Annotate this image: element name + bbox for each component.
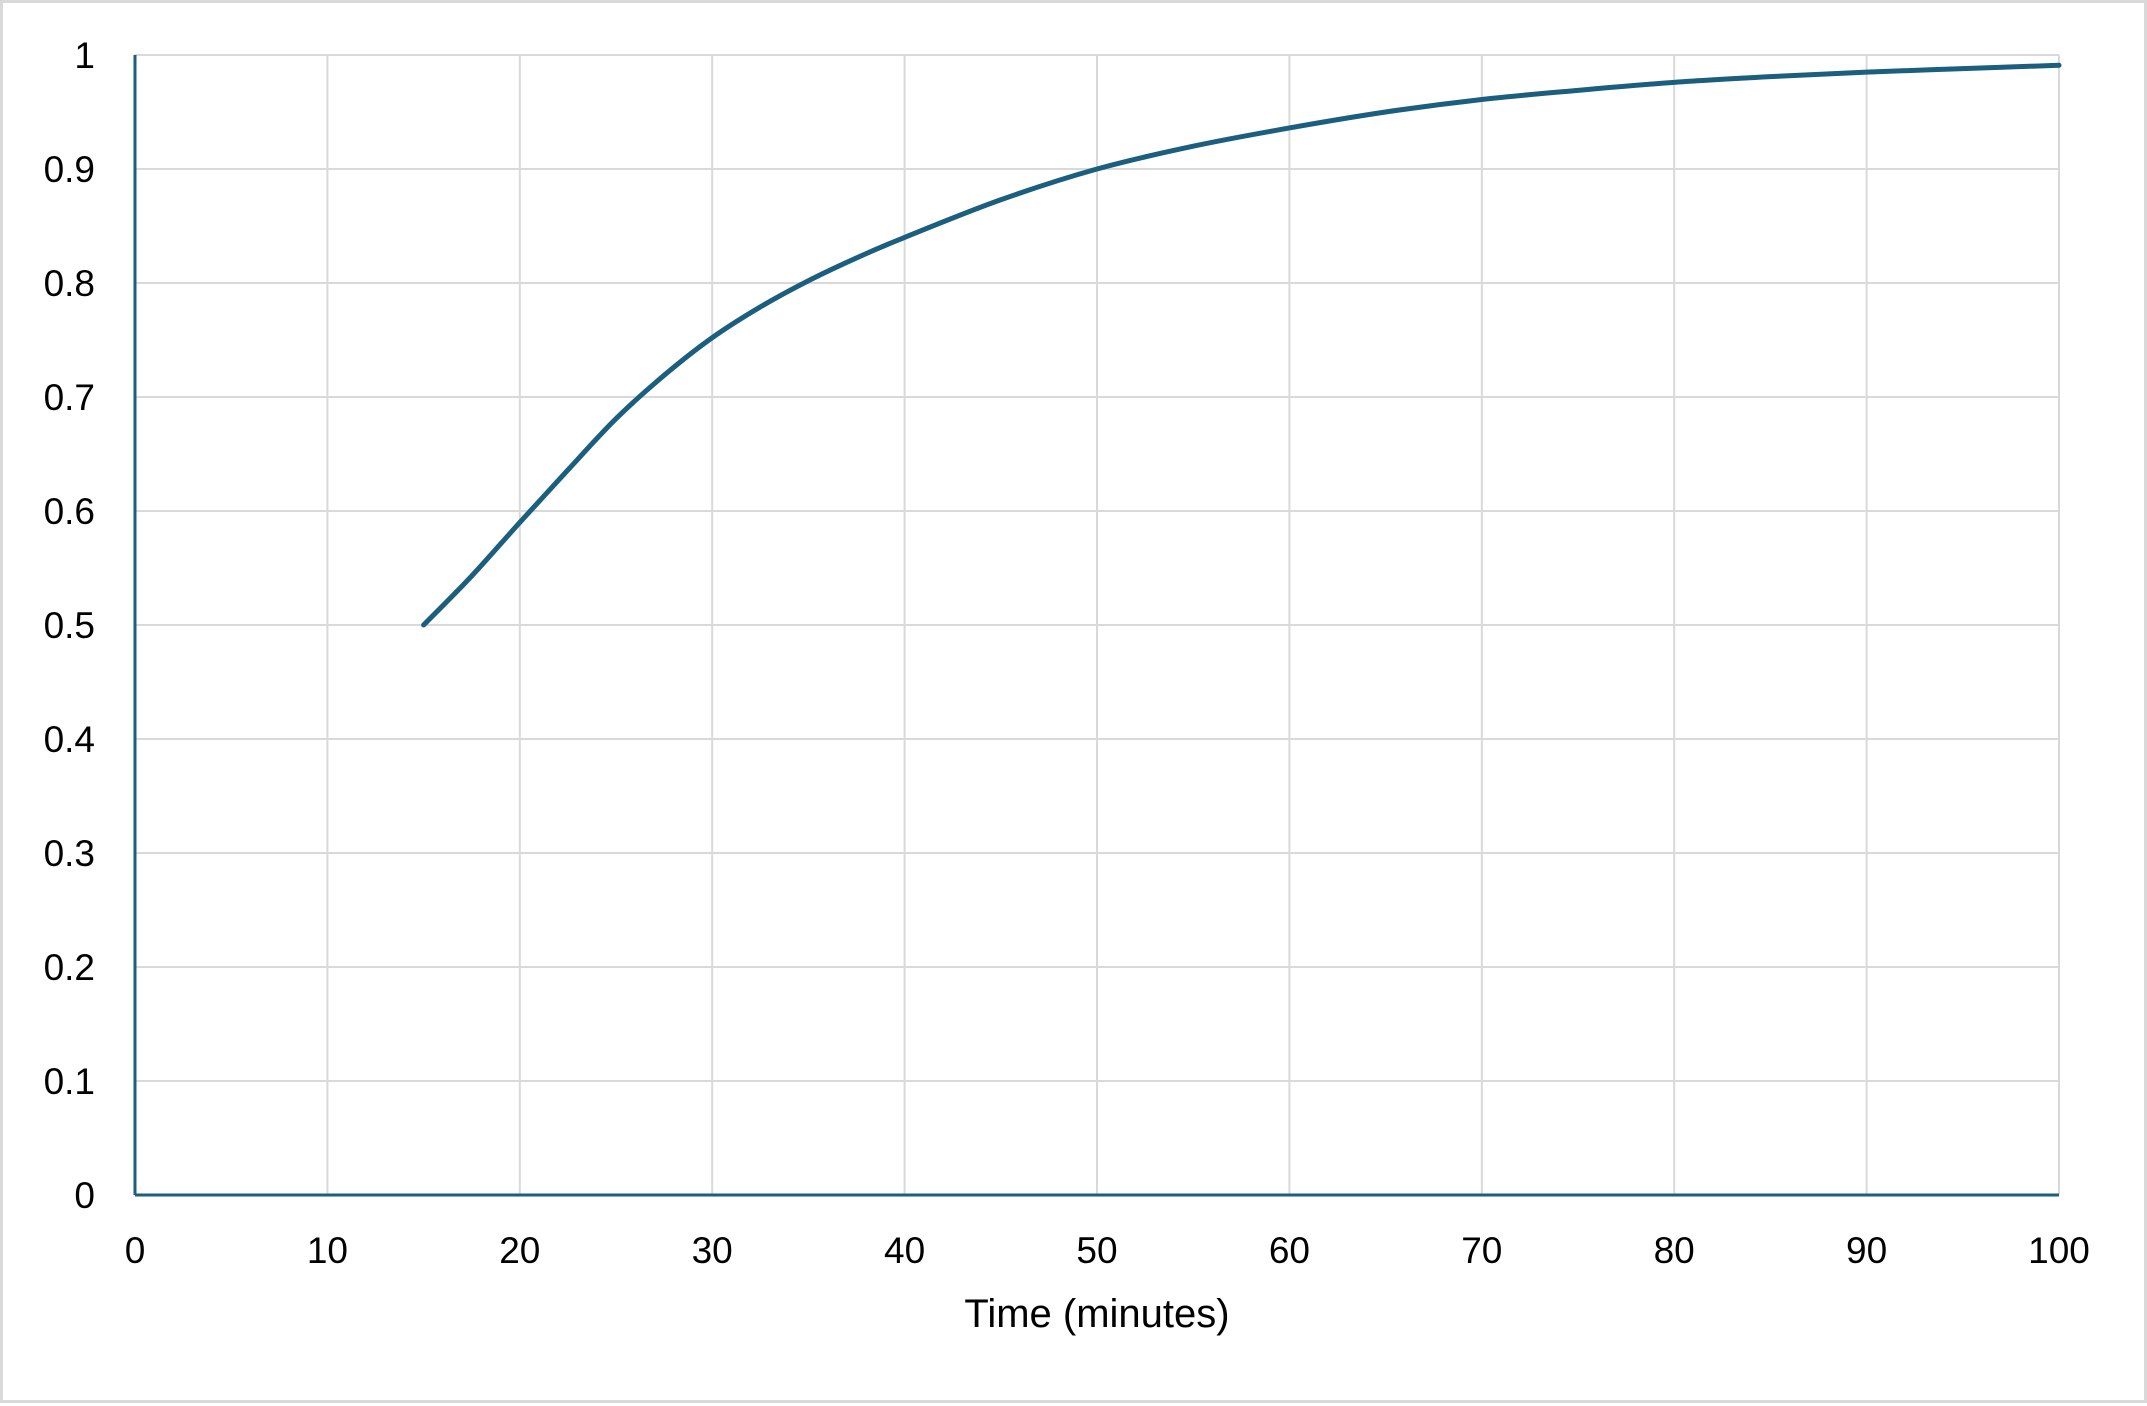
y-tick-label: 0.6 bbox=[44, 491, 95, 532]
x-tick-label: 60 bbox=[1269, 1230, 1310, 1271]
y-tick-label: 0.4 bbox=[44, 719, 95, 760]
y-tick-label: 0.8 bbox=[44, 263, 95, 304]
x-tick-label: 70 bbox=[1461, 1230, 1502, 1271]
series-line bbox=[421, 62, 2062, 628]
x-tick-label: 80 bbox=[1654, 1230, 1695, 1271]
x-axis-title: Time (minutes) bbox=[964, 1292, 1229, 1336]
x-tick-label: 90 bbox=[1846, 1230, 1887, 1271]
y-tick-label: 0.1 bbox=[44, 1061, 95, 1102]
x-tick-label: 30 bbox=[692, 1230, 733, 1271]
gridlines bbox=[135, 54, 2060, 1195]
line-chart: 0 10 20 30 40 50 60 70 80 90 100 0 0.1 0.2 0.3 0.4 0.5 0.… bbox=[44, 35, 2090, 1336]
x-tick-label: 40 bbox=[884, 1230, 925, 1271]
y-tick-label: 0.7 bbox=[44, 377, 95, 418]
y-tick-label: 1 bbox=[74, 35, 95, 76]
y-tick-label: 0.2 bbox=[44, 947, 95, 988]
x-tick-label: 50 bbox=[1076, 1230, 1117, 1271]
y-tick-label: 0.5 bbox=[44, 605, 95, 646]
x-tick-label: 20 bbox=[499, 1230, 540, 1271]
y-tick-label: 0.3 bbox=[44, 833, 95, 874]
y-tick-label: 0 bbox=[74, 1175, 95, 1216]
x-tick-label: 0 bbox=[125, 1230, 146, 1271]
x-tick-label: 10 bbox=[307, 1230, 348, 1271]
y-tick-label: 0.9 bbox=[44, 149, 95, 190]
x-tick-label: 100 bbox=[2028, 1230, 2090, 1271]
series bbox=[421, 62, 2062, 628]
axes bbox=[133, 55, 2059, 1197]
tick-labels: 0 10 20 30 40 50 60 70 80 90 100 0 0.1 0.2 0.3 0.4 0.5 0.… bbox=[44, 35, 2090, 1271]
